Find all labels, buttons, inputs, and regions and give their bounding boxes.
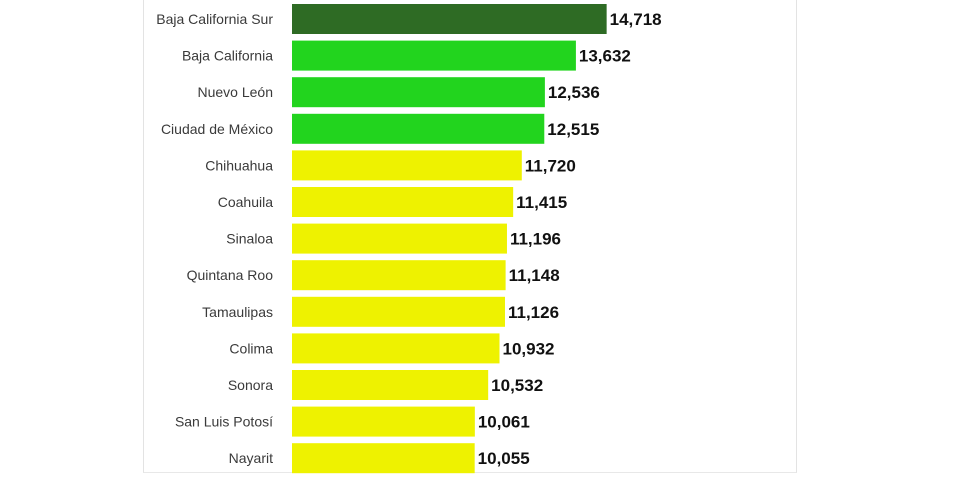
bar — [292, 113, 545, 144]
category-label: Sonora — [228, 377, 273, 393]
bar — [292, 260, 506, 291]
bar — [292, 223, 507, 254]
category-label: Colima — [229, 340, 273, 356]
category-label: Ciudad de México — [161, 121, 273, 137]
category-label: Baja California Sur — [156, 11, 273, 27]
bar — [292, 370, 489, 400]
bar — [292, 40, 576, 71]
value-label: 11,415 — [516, 193, 567, 212]
category-label: Quintana Roo — [187, 267, 274, 283]
bar — [292, 150, 522, 181]
bar — [292, 406, 475, 437]
value-label: 11,148 — [509, 266, 560, 285]
value-label: 13,632 — [579, 47, 631, 66]
value-label: 11,720 — [525, 156, 576, 175]
value-label: 14,718 — [610, 10, 662, 29]
bar — [292, 443, 475, 474]
category-label: Tamaulipas — [202, 304, 273, 320]
category-label: Nayarit — [229, 450, 273, 466]
bar — [292, 333, 500, 364]
value-label: 10,055 — [478, 449, 530, 468]
category-label: Coahuila — [218, 194, 273, 210]
value-label: 10,061 — [478, 413, 530, 432]
bar — [292, 187, 514, 217]
value-label: 11,196 — [510, 230, 561, 249]
value-label: 10,932 — [502, 339, 554, 358]
value-label: 10,532 — [491, 376, 543, 395]
category-label: San Luis Potosí — [175, 414, 273, 430]
category-label: Nuevo León — [197, 84, 273, 100]
bar — [292, 296, 505, 327]
bar — [292, 4, 607, 34]
value-label: 11,126 — [508, 303, 559, 322]
category-label: Chihuahua — [205, 157, 273, 173]
value-label: 12,515 — [547, 120, 599, 139]
bar — [292, 77, 545, 108]
category-label: Sinaloa — [226, 231, 273, 247]
category-label: Baja California — [182, 48, 273, 64]
value-label: 12,536 — [548, 83, 600, 102]
